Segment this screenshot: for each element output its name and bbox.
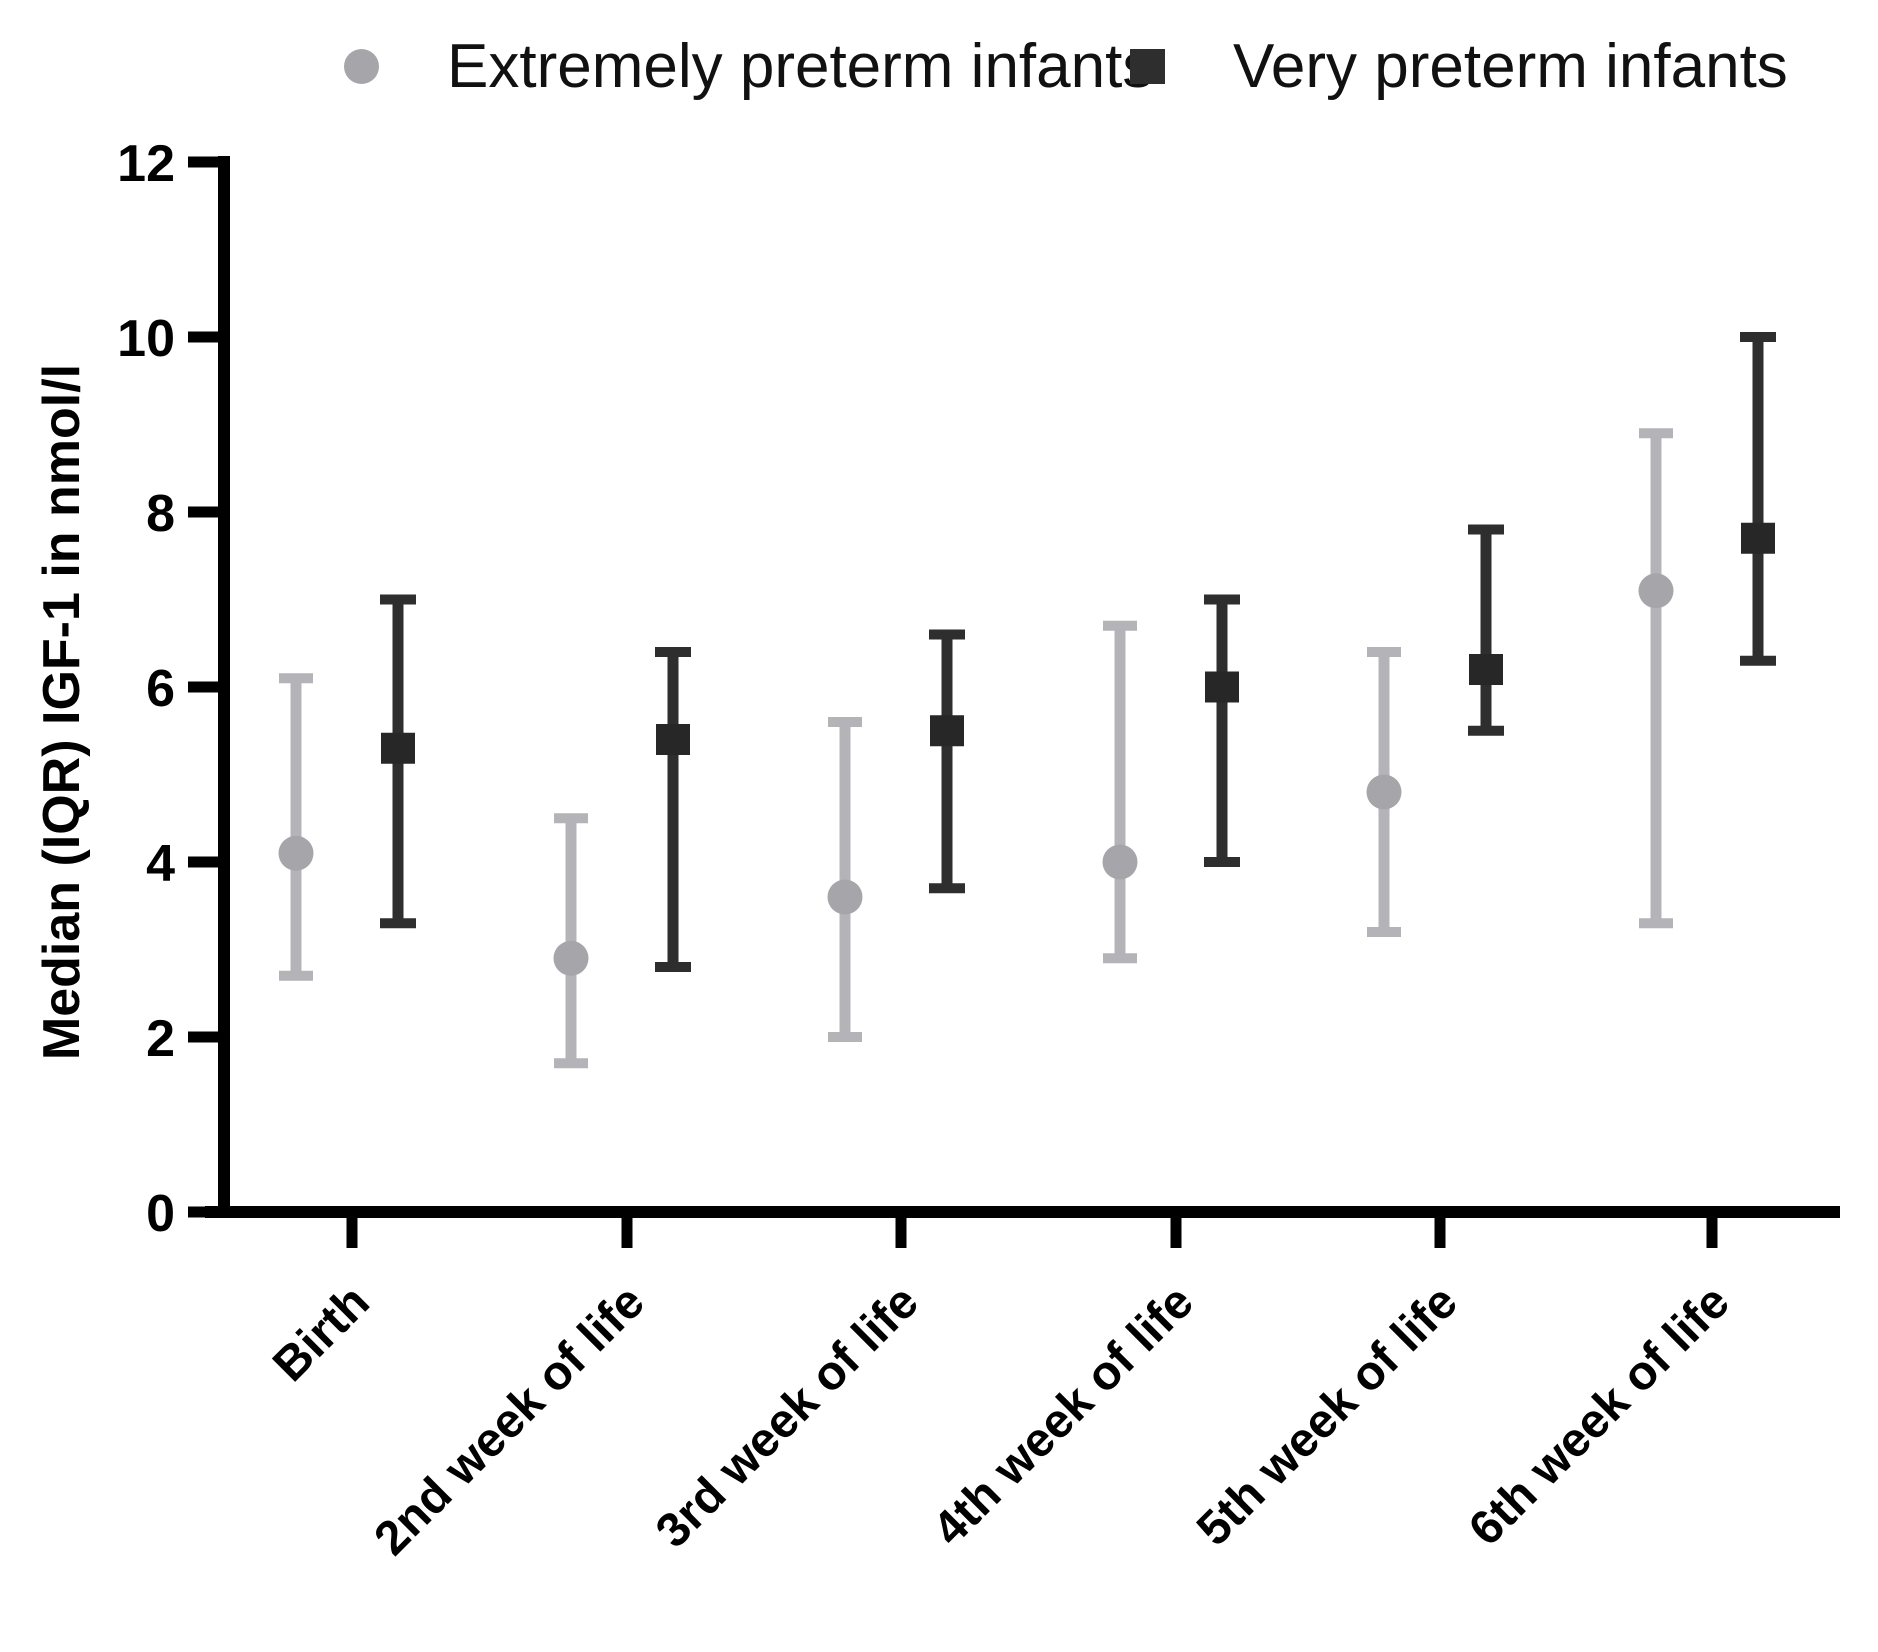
legend-item-extremely-preterm: Extremely preterm infants [344, 30, 1153, 102]
x-tick [1706, 1212, 1718, 1248]
legend-label-extremely-preterm: Extremely preterm infants [447, 31, 1154, 101]
median-marker-circle [1638, 573, 1674, 609]
error-bar-cap-top [655, 647, 691, 657]
y-tick [188, 1031, 230, 1043]
error-bar [941, 634, 953, 889]
y-tick [188, 331, 230, 343]
error-bar-cap-top [1103, 620, 1137, 631]
median-marker-square [656, 724, 690, 755]
x-tick-label: 6th week of life [1459, 1275, 1740, 1556]
error-bar-cap-bottom [655, 962, 691, 972]
gray-circle-icon [344, 48, 379, 84]
median-marker-circle [278, 835, 314, 871]
error-bar-cap-top [1639, 428, 1673, 439]
median-marker-circle [827, 879, 863, 915]
y-tick-label: 2 [146, 1010, 175, 1068]
error-bar [1650, 433, 1662, 924]
x-tick [895, 1212, 907, 1248]
error-bar [1114, 625, 1126, 959]
x-tick-label: 2nd week of life [365, 1275, 655, 1565]
x-tick-label: Birth [263, 1275, 380, 1392]
error-bar-cap-bottom [1639, 918, 1673, 929]
y-tick-label: 12 [117, 135, 175, 193]
median-marker-square [1741, 522, 1775, 554]
x-tick [346, 1212, 358, 1248]
x-tick [1170, 1212, 1182, 1248]
median-marker-circle [553, 940, 589, 976]
legend: Extremely preterm infants Very preterm i… [0, 30, 1878, 110]
error-bar [290, 678, 302, 976]
x-tick [1434, 1212, 1446, 1248]
error-bar-cap-bottom [1740, 655, 1776, 666]
y-tick [188, 1206, 230, 1218]
y-tick [188, 681, 230, 693]
error-bar-cap-top [1740, 332, 1776, 342]
legend-label-very-preterm: Very preterm infants [1233, 31, 1788, 101]
error-bar [1480, 529, 1492, 731]
dark-square-icon [1130, 48, 1165, 84]
median-marker-square [1469, 654, 1503, 685]
error-bar-cap-bottom [380, 918, 416, 929]
legend-item-very-preterm: Very preterm infants [1130, 30, 1788, 102]
error-bar [1752, 337, 1764, 661]
error-bar-cap-bottom [1367, 927, 1401, 937]
median-marker-circle [1366, 774, 1402, 810]
error-bar-cap-bottom [279, 970, 313, 981]
error-bar-cap-top [279, 673, 313, 684]
error-bar [667, 652, 679, 967]
error-bar-cap-top [1367, 647, 1401, 657]
y-tick-label: 6 [146, 660, 175, 718]
y-tick [188, 156, 230, 168]
x-tick [621, 1212, 633, 1248]
median-marker-square [930, 715, 964, 747]
x-tick-label: 3rd week of life [646, 1275, 929, 1558]
error-bar-cap-top [929, 629, 965, 640]
median-marker-square [1205, 671, 1239, 703]
error-bar-cap-top [554, 813, 588, 824]
y-tick-label: 0 [146, 1185, 175, 1243]
error-bar-cap-bottom [554, 1058, 588, 1069]
error-bar [1216, 599, 1228, 862]
y-tick [188, 856, 230, 868]
x-tick-label: 5th week of life [1187, 1275, 1468, 1556]
error-bar-cap-top [1204, 594, 1240, 605]
median-marker-square [381, 732, 415, 764]
x-axis-line [205, 1206, 1840, 1218]
y-tick-label: 4 [146, 835, 175, 893]
median-marker-circle [1102, 844, 1138, 880]
error-bar-cap-bottom [1103, 953, 1137, 964]
error-bar-cap-top [380, 594, 416, 605]
x-tick-label: 4th week of life [923, 1275, 1204, 1556]
error-bar-cap-top [1468, 524, 1504, 535]
error-bar-cap-bottom [929, 883, 965, 894]
y-tick [188, 506, 230, 518]
error-bar-cap-bottom [1204, 857, 1240, 867]
error-bar-cap-top [828, 717, 862, 727]
y-tick-label: 8 [146, 485, 175, 543]
y-axis-title: Median (IQR) IGF-1 in nmol/l [33, 363, 91, 1061]
y-tick-label: 10 [117, 310, 175, 368]
error-bar-cap-bottom [1468, 725, 1504, 736]
error-bar-cap-bottom [828, 1032, 862, 1042]
